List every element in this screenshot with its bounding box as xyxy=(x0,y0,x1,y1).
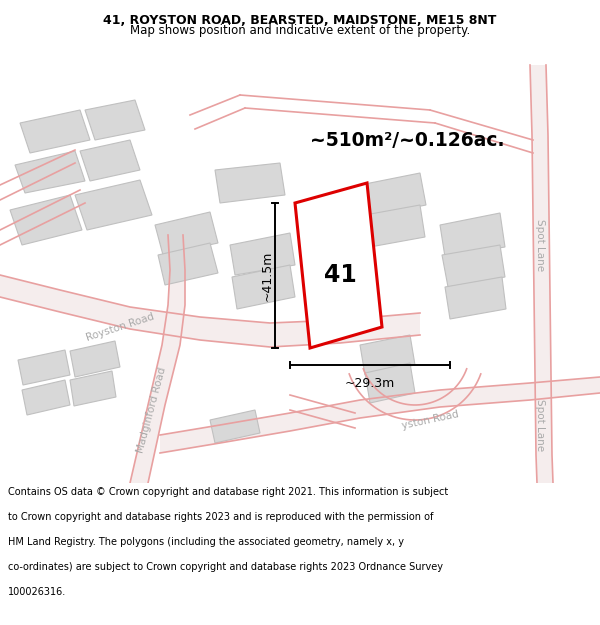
Polygon shape xyxy=(360,335,415,375)
Polygon shape xyxy=(85,100,145,140)
Text: to Crown copyright and database rights 2023 and is reproduced with the permissio: to Crown copyright and database rights 2… xyxy=(8,512,433,522)
Polygon shape xyxy=(10,195,82,245)
Polygon shape xyxy=(445,277,506,319)
Polygon shape xyxy=(70,341,120,377)
Polygon shape xyxy=(80,140,140,181)
Text: ~510m²/~0.126ac.: ~510m²/~0.126ac. xyxy=(310,131,505,149)
Text: ~29.3m: ~29.3m xyxy=(345,377,395,390)
Polygon shape xyxy=(130,235,185,483)
Polygon shape xyxy=(210,410,260,443)
Polygon shape xyxy=(295,183,382,348)
Polygon shape xyxy=(0,275,420,347)
Text: Madginford Road: Madginford Road xyxy=(136,366,168,454)
Polygon shape xyxy=(442,245,505,287)
Text: Spot Lane: Spot Lane xyxy=(535,219,545,271)
Text: Spot Lane: Spot Lane xyxy=(535,399,545,451)
Text: HM Land Registry. The polygons (including the associated geometry, namely x, y: HM Land Registry. The polygons (includin… xyxy=(8,537,404,547)
Polygon shape xyxy=(155,212,218,255)
Text: Contains OS data © Crown copyright and database right 2021. This information is : Contains OS data © Crown copyright and d… xyxy=(8,488,448,498)
Text: Map shows position and indicative extent of the property.: Map shows position and indicative extent… xyxy=(130,24,470,38)
Polygon shape xyxy=(365,363,415,403)
Polygon shape xyxy=(70,371,116,406)
Polygon shape xyxy=(230,233,295,275)
Polygon shape xyxy=(365,205,425,247)
Text: yston Road: yston Road xyxy=(401,409,460,431)
Text: ~41.5m: ~41.5m xyxy=(260,250,274,301)
Polygon shape xyxy=(360,173,426,217)
Polygon shape xyxy=(530,65,553,483)
Text: co-ordinates) are subject to Crown copyright and database rights 2023 Ordnance S: co-ordinates) are subject to Crown copyr… xyxy=(8,562,443,572)
Text: 41, ROYSTON ROAD, BEARSTED, MAIDSTONE, ME15 8NT: 41, ROYSTON ROAD, BEARSTED, MAIDSTONE, M… xyxy=(103,14,497,27)
Polygon shape xyxy=(440,213,505,257)
Polygon shape xyxy=(158,243,218,285)
Text: Royston Road: Royston Road xyxy=(85,311,155,342)
Polygon shape xyxy=(75,180,152,230)
Polygon shape xyxy=(215,163,285,203)
Text: 100026316.: 100026316. xyxy=(8,587,66,597)
Polygon shape xyxy=(15,151,85,193)
Polygon shape xyxy=(160,377,600,453)
Polygon shape xyxy=(20,110,90,153)
Polygon shape xyxy=(232,265,295,309)
Polygon shape xyxy=(22,380,70,415)
Text: 41: 41 xyxy=(323,263,356,287)
Polygon shape xyxy=(18,350,70,385)
